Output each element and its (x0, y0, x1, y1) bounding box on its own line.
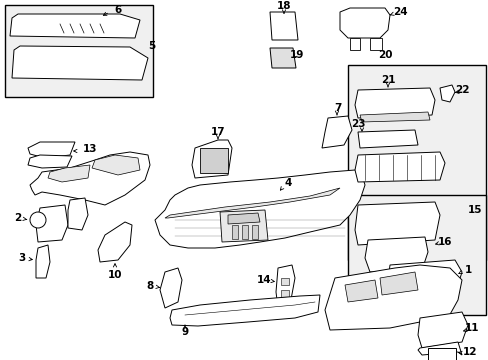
Text: 9: 9 (181, 327, 188, 337)
Text: 16: 16 (437, 237, 451, 247)
Text: 6: 6 (114, 5, 122, 15)
Polygon shape (48, 165, 90, 182)
Text: 8: 8 (146, 281, 153, 291)
Polygon shape (417, 312, 467, 348)
Polygon shape (354, 88, 434, 118)
Polygon shape (339, 8, 389, 38)
Text: 23: 23 (350, 119, 365, 129)
Polygon shape (369, 38, 381, 50)
Text: 2: 2 (14, 213, 21, 223)
Text: 20: 20 (377, 50, 391, 60)
Polygon shape (387, 260, 461, 290)
Text: 13: 13 (82, 144, 97, 154)
Polygon shape (349, 38, 359, 50)
Polygon shape (220, 210, 267, 242)
Text: 12: 12 (462, 347, 476, 357)
Bar (242, 225, 247, 239)
Text: 5: 5 (148, 41, 155, 51)
Text: 4: 4 (284, 178, 291, 188)
Polygon shape (36, 205, 68, 242)
Text: 17: 17 (210, 127, 225, 137)
Polygon shape (170, 295, 319, 326)
Text: 1: 1 (464, 265, 470, 275)
Bar (347, 195, 485, 315)
Polygon shape (357, 130, 417, 148)
Polygon shape (98, 222, 132, 262)
Polygon shape (325, 265, 461, 330)
Polygon shape (354, 152, 444, 182)
Polygon shape (321, 116, 351, 148)
Polygon shape (12, 46, 148, 80)
Polygon shape (275, 265, 294, 308)
Text: 15: 15 (467, 205, 481, 215)
Polygon shape (439, 85, 454, 102)
Polygon shape (10, 14, 140, 38)
Bar (5, 5, 153, 97)
Polygon shape (227, 213, 260, 224)
Text: 11: 11 (464, 323, 478, 333)
Polygon shape (417, 342, 461, 355)
Text: 21: 21 (380, 75, 394, 85)
Bar (231, 225, 238, 239)
Polygon shape (359, 112, 429, 122)
Text: 19: 19 (289, 50, 304, 60)
Polygon shape (28, 155, 72, 168)
Polygon shape (379, 272, 417, 295)
Polygon shape (92, 155, 140, 175)
Polygon shape (68, 198, 88, 230)
Text: 10: 10 (107, 270, 122, 280)
Bar (347, 65, 485, 260)
Bar (281, 290, 288, 297)
Polygon shape (155, 170, 364, 248)
Polygon shape (269, 12, 297, 40)
Text: 14: 14 (256, 275, 271, 285)
Polygon shape (364, 237, 427, 272)
Polygon shape (160, 268, 182, 308)
Text: 22: 22 (454, 85, 468, 95)
Polygon shape (164, 188, 339, 218)
Polygon shape (28, 142, 75, 158)
Polygon shape (192, 140, 231, 178)
Bar (200, 148, 227, 173)
Text: 3: 3 (19, 253, 25, 263)
Polygon shape (345, 280, 377, 302)
Text: 24: 24 (392, 7, 407, 17)
Polygon shape (36, 245, 50, 278)
Bar (281, 302, 288, 308)
Bar (281, 278, 288, 285)
Text: 18: 18 (276, 1, 291, 11)
Circle shape (30, 212, 46, 228)
Bar (427, 348, 455, 360)
Polygon shape (30, 152, 150, 205)
Polygon shape (354, 202, 439, 245)
Text: 7: 7 (334, 103, 341, 113)
Polygon shape (269, 48, 295, 68)
Bar (251, 225, 258, 239)
